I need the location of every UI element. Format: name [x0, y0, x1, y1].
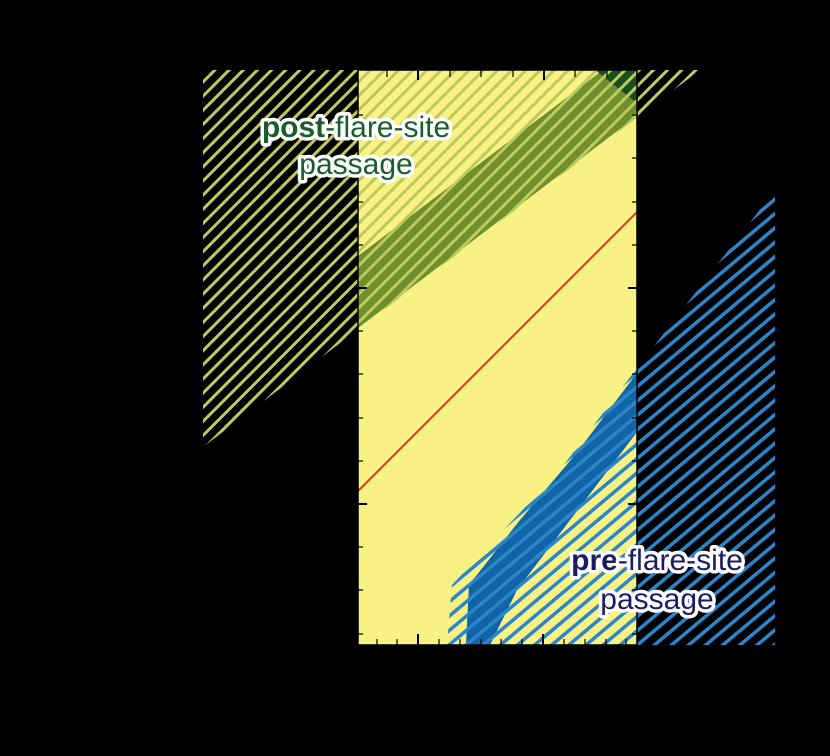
pre-flare-label-line1: pre-flare-site	[571, 544, 743, 577]
plot-border	[357, 69, 638, 646]
pre-flare-hatch-zone	[447, 190, 775, 645]
post-flare-label-line1: post-flare-site	[262, 111, 450, 144]
pre-flare-label-line2: passage	[600, 583, 713, 616]
post-flare-label-rest: -flare-site	[325, 111, 450, 144]
nominal-passage-line	[358, 211, 637, 492]
pre-flare-label-bold: pre	[571, 544, 618, 577]
post-flare-label-line2: passage	[299, 148, 412, 181]
pre-flare-label-rest: -flare-site	[618, 544, 743, 577]
ticks-layer	[358, 70, 637, 645]
post-flare-hatch-zone	[203, 70, 700, 447]
post-flare-label-bold: post	[262, 111, 325, 144]
regions-layer	[203, 70, 775, 645]
